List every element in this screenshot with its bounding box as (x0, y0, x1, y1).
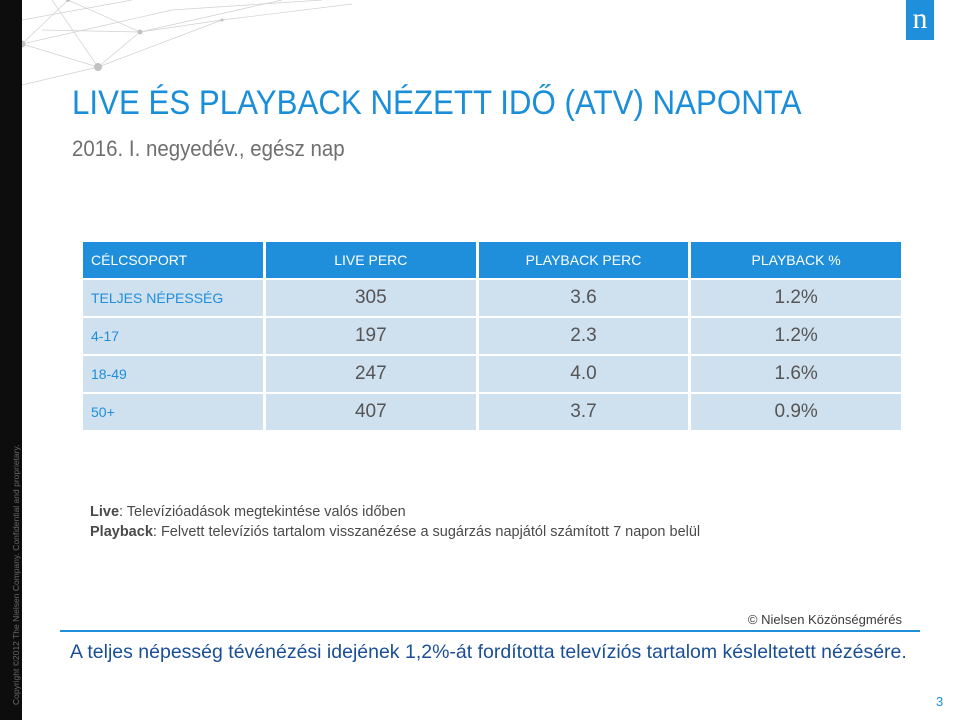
playback-minutes-cell: 4.0 (478, 356, 689, 392)
playback-percent-cell: 0.9% (691, 394, 901, 430)
copyright-sidebar: Copyright ©2012 The Nielsen Company. Con… (0, 0, 22, 720)
copyright-text: Copyright ©2012 The Nielsen Company. Con… (11, 444, 21, 705)
live-minutes-cell: 197 (266, 318, 476, 354)
live-term: Live (90, 504, 120, 520)
network-decoration (22, 0, 353, 86)
playback-percent-cell: 1.2% (691, 318, 901, 354)
playback-term: Playback (90, 524, 153, 540)
table-row: 18-49 247 4.0 1.6% (83, 356, 901, 392)
playback-minutes-cell: 2.3 (478, 318, 689, 354)
conclusion-text: A teljes népesség tévénézési idejének 1,… (70, 641, 907, 663)
source-note: © Nielsen Közönségmérés (747, 612, 902, 627)
viewing-time-table: CÉLCSOPORT LIVE PERC PLAYBACK PERC PLAYB… (80, 240, 904, 432)
target-group-cell: 4-17 (83, 318, 263, 354)
playback-minutes-cell: 3.6 (478, 280, 689, 316)
page-title: LIVE ÉS PLAYBACK NÉZETT IDŐ (ATV) NAPONT… (72, 84, 802, 122)
target-group-cell: 50+ (83, 394, 263, 430)
nielsen-logo: n (906, 0, 934, 40)
column-header-playback-minutes: PLAYBACK PERC (478, 242, 689, 278)
playback-minutes-cell: 3.7 (478, 394, 689, 430)
logo-letter: n (912, 2, 928, 35)
playback-definition: Playback: Felvett televíziós tartalom vi… (90, 522, 700, 542)
playback-percent-cell: 1.6% (691, 356, 901, 392)
playback-description: : Felvett televíziós tartalom visszanézé… (152, 524, 701, 540)
table-row: 50+ 407 3.7 0.9% (83, 394, 901, 430)
column-header-live-minutes: LIVE PERC (266, 242, 476, 278)
page-number: 3 (936, 694, 944, 709)
definitions: Live: Televízióadások megtekintése valós… (90, 502, 700, 542)
live-minutes-cell: 247 (266, 356, 476, 392)
column-header-playback-percent: PLAYBACK % (691, 242, 901, 278)
table-row: 4-17 197 2.3 1.2% (83, 318, 901, 354)
column-header-target-group: CÉLCSOPORT (83, 242, 263, 278)
playback-percent-cell: 1.2% (691, 280, 901, 316)
page-subtitle: 2016. I. negyedév., egész nap (72, 136, 345, 161)
table-header-row: CÉLCSOPORT LIVE PERC PLAYBACK PERC PLAYB… (83, 242, 901, 278)
live-minutes-cell: 305 (266, 280, 476, 316)
live-description: : Televízióadások megtekintése valós idő… (119, 504, 406, 520)
divider (60, 630, 920, 632)
table-row: TELJES NÉPESSÉG 305 3.6 1.2% (83, 280, 901, 316)
target-group-cell: TELJES NÉPESSÉG (83, 280, 263, 316)
live-minutes-cell: 407 (266, 394, 476, 430)
target-group-cell: 18-49 (83, 356, 263, 392)
live-definition: Live: Televízióadások megtekintése valós… (90, 502, 700, 522)
